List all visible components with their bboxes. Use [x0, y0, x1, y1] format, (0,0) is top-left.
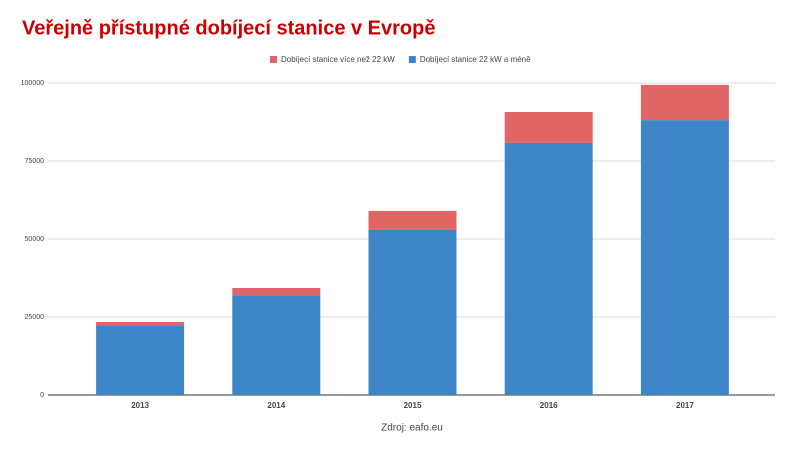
bar-segment: [232, 295, 321, 395]
x-tick-label: 2015: [404, 401, 422, 410]
bar-segment: [640, 120, 729, 396]
legend-label: Dobíjecí stanice více než 22 kW: [281, 55, 395, 64]
legend-swatch: [408, 56, 416, 63]
x-tick-label: 2014: [267, 401, 285, 410]
bar-segment: [504, 142, 593, 395]
bar-segment: [640, 84, 729, 121]
y-tick-label: 50000: [25, 236, 45, 243]
bar-segment: [96, 321, 185, 326]
x-tick-label: 2017: [676, 401, 694, 410]
legend-label: Dobíjecí stanice 22 kW a méně: [420, 55, 531, 64]
y-tick-label: 0: [40, 392, 44, 399]
x-tick-label: 2016: [540, 401, 558, 410]
y-tick-label: 25000: [25, 314, 45, 321]
bar-segment: [96, 325, 185, 395]
bar-segment: [368, 229, 457, 395]
bar-segment: [232, 287, 321, 296]
bar-segment: [504, 112, 593, 143]
x-tick-label: 2013: [131, 401, 149, 410]
legend-swatch: [270, 56, 277, 63]
bar-segment: [368, 210, 457, 230]
source: Zdroj: eafo.eu: [381, 423, 443, 434]
y-tick-label: 100000: [21, 80, 44, 87]
chart-title: Veřejně přístupné dobíjecí stanice v Evr…: [22, 17, 435, 39]
y-tick-label: 75000: [25, 158, 45, 165]
